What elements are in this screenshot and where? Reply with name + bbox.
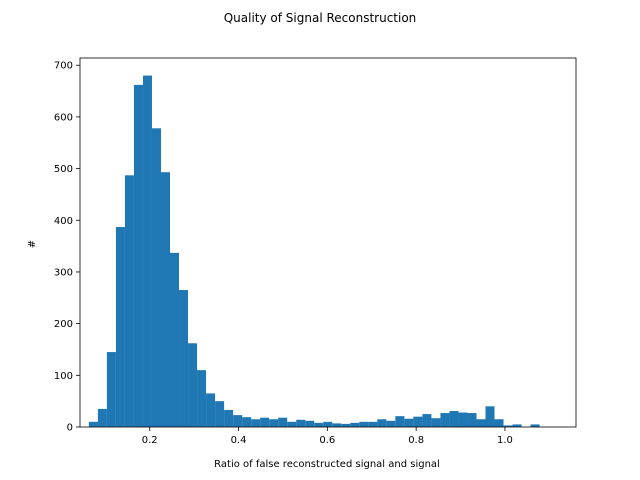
x-tick-label: 0.2 [142,435,158,446]
histogram-bar [368,422,377,427]
x-tick-label: 1.0 [497,435,513,446]
y-tick-label: 0 [67,423,73,434]
histogram-bar [179,290,188,427]
x-tick-label: 0.8 [408,435,424,446]
histogram-bar [458,413,467,427]
histogram-bar [413,417,422,427]
histogram-bar [152,128,161,427]
histogram-bars [89,76,540,427]
histogram-bar [486,406,495,427]
histogram-bar [431,418,440,427]
x-axis-ticks: 0.2 0.4 0.6 0.8 1.0 [142,427,513,446]
histogram-bar [98,409,107,427]
histogram-bar [314,423,323,427]
histogram-bar [161,172,170,427]
y-tick-label: 500 [54,164,73,175]
histogram-bar [197,370,206,427]
histogram-bar [422,414,431,427]
histogram-bar [260,418,269,427]
histogram-bar [395,416,404,427]
histogram-bar [449,411,458,427]
histogram-bar [332,423,341,427]
y-axis-ticks: 0 100 200 300 400 500 600 700 [54,61,80,434]
histogram-bar [206,393,215,427]
histogram-bar [188,343,197,427]
histogram-bar [269,419,278,427]
histogram-bar [495,419,504,427]
histogram-bar [125,175,134,427]
histogram-bar [305,421,314,427]
histogram-bar [233,415,242,427]
histogram-bar [350,423,359,427]
histogram-bar [341,424,350,427]
y-tick-label: 700 [54,61,73,72]
histogram-bar [116,227,125,427]
y-tick-label: 100 [54,371,73,382]
y-tick-label: 300 [54,267,73,278]
histogram-bar [242,417,251,427]
x-axis-label: Ratio of false reconstructed signal and … [214,459,440,470]
histogram-bar [440,413,449,427]
histogram-bar [89,422,98,427]
histogram-bar [359,422,368,427]
histogram-bar [476,419,485,427]
chart-title: Quality of Signal Reconstruction [224,11,417,25]
histogram-bar [224,410,233,427]
histogram-bar [323,422,332,427]
histogram-bar [170,253,179,427]
histogram-bar [296,420,305,427]
histogram-bar [287,422,296,427]
histogram-bar [386,421,395,427]
y-tick-label: 200 [54,319,73,330]
y-tick-label: 400 [54,216,73,227]
y-axis-label: # [27,240,38,248]
histogram-bar [251,419,260,427]
histogram-bar [377,419,386,427]
histogram-bar [278,418,287,427]
histogram-bar [107,352,116,427]
y-tick-label: 600 [54,112,73,123]
histogram-bar [134,85,143,427]
histogram-bar [143,76,152,427]
histogram-bar [404,419,413,427]
x-tick-label: 0.4 [231,435,247,446]
histogram-bar [215,401,224,427]
x-tick-label: 0.6 [319,435,335,446]
histogram-bar [467,413,476,427]
